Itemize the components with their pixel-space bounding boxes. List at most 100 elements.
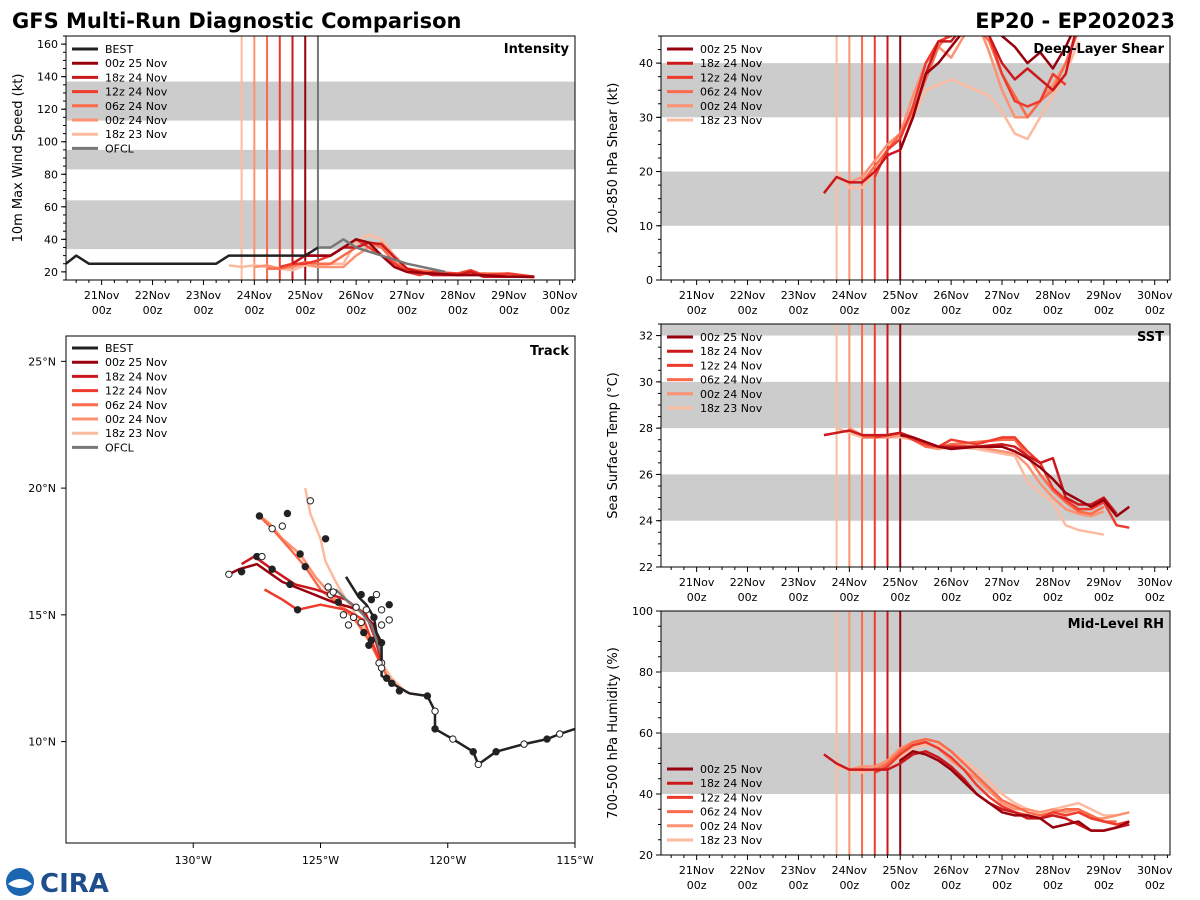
rh-legend-label: 00z 25 Nov [700, 763, 763, 776]
track-position-marker [556, 730, 564, 738]
track-position-marker [237, 568, 246, 576]
intensity-xtick-label-day: 21Nov [84, 289, 120, 302]
intensity-legend-label: 18z 23 Nov [105, 128, 168, 141]
track-legend-label: 00z 25 Nov [105, 356, 168, 369]
track-position-marker [423, 692, 432, 700]
sst-ytick-label: 32 [639, 330, 653, 343]
shear-xtick-label-day: 22Nov [730, 289, 766, 302]
shear-xtick-label-hour: 00z [992, 304, 1012, 317]
intensity-xtick-label-hour: 00z [550, 304, 570, 317]
shear-ytick-label: 20 [639, 166, 653, 179]
rh-xtick-label-hour: 00z [839, 879, 859, 892]
shear-xtick-label-hour: 00z [890, 304, 910, 317]
rh-legend-label: 18z 24 Nov [700, 777, 763, 790]
track-position-marker [352, 603, 360, 611]
track-position-marker [431, 707, 439, 715]
intensity-panel: 20 40 60 80 100 120 140 160 21Nov 00z 22Nov 00z 23No… [11, 35, 578, 317]
track-position-marker [286, 580, 294, 589]
shear-xtick-label-hour: 00z [687, 304, 707, 317]
sst-legend-label: 06z 24 Nov [700, 374, 763, 387]
track-ytick-label: 15°N [28, 609, 56, 622]
track-ytick-label: 20°N [28, 482, 56, 495]
track-position-marker [329, 588, 337, 596]
intensity-ytick-label: 40 [44, 233, 58, 246]
rh-panel: 20 40 60 80 100 21Nov 00z 22Nov 00z 23Nov 00z 24Nov… [606, 605, 1173, 892]
intensity-xtick-label-day: 26Nov [338, 289, 374, 302]
rh-legend-label: 18z 23 Nov [700, 834, 763, 847]
rh-xtick-label-day: 29Nov [1086, 864, 1122, 877]
shear-xtick-label-hour: 00z [1145, 304, 1165, 317]
shear-xtick-label-hour: 00z [941, 304, 961, 317]
cira-logo: CIRA [6, 868, 109, 898]
track-position-marker [357, 618, 365, 627]
sst-xtick-label-hour: 00z [789, 591, 809, 604]
intensity-ytick-label: 160 [37, 38, 58, 51]
track-position-marker [377, 606, 386, 614]
rh-ylabel: 700-500 hPa Humidity (%) [606, 647, 621, 819]
sst-xtick-label-hour: 00z [1145, 591, 1165, 604]
intensity-xtick-label-day: 28Nov [440, 289, 476, 302]
shear-xtick-label-day: 23Nov [781, 289, 817, 302]
intensity-legend-label: 18z 24 Nov [105, 71, 168, 84]
track-position-marker [367, 595, 376, 604]
sst-xtick-label-hour: 00z [1043, 591, 1063, 604]
sst-frame [660, 323, 1171, 568]
intensity-xtick-label-hour: 00z [448, 304, 468, 317]
shear-xtick-label-day: 27Nov [984, 289, 1020, 302]
sst-panel: 22 24 26 28 30 32 21Nov 00z 22Nov 00z 23Nov 00z 24No… [606, 323, 1173, 604]
rh-xtick-label-hour: 00z [738, 879, 758, 892]
rh-ytick-label: 40 [639, 788, 653, 801]
track-ytick-label: 10°N [28, 736, 56, 749]
intensity-ylabel: 10m Max Wind Speed (kt) [11, 74, 26, 243]
rh-xtick-label-hour: 00z [1145, 879, 1165, 892]
shear-ytick-label: 30 [639, 111, 653, 124]
shear-series-00z-25-Nov [899, 36, 1073, 151]
rh-ytick-label: 100 [632, 605, 653, 618]
sst-legend-label: 00z 24 Nov [700, 388, 763, 401]
rh-ytick-label: 20 [639, 849, 653, 862]
track-position-marker [520, 740, 528, 748]
intensity-ytick-label: 20 [44, 266, 58, 279]
track-panel-title: Track [530, 344, 569, 359]
intensity-panel-title: Intensity [504, 42, 570, 57]
rh-xtick-label-day: 23Nov [781, 864, 817, 877]
sst-xtick-label-day: 24Nov [832, 576, 868, 589]
shear-xtick-label-day: 29Nov [1086, 289, 1122, 302]
shear-xtick-label-hour: 00z [1094, 304, 1114, 317]
track-position-marker [258, 552, 266, 561]
rh-series-12z-24-Nov [874, 740, 1130, 826]
shear-xtick-label-hour: 00z [738, 304, 758, 317]
rh-series-00z-25-Nov [899, 750, 1130, 832]
sst-xtick-label-hour: 00z [738, 591, 758, 604]
shear-legend-label: 00z 25 Nov [700, 43, 763, 56]
rh-legend-label: 12z 24 Nov [700, 791, 763, 804]
track-position-marker [301, 562, 309, 571]
track-series-00z-25-Nov [228, 562, 381, 644]
shear-ytick-label: 40 [639, 57, 653, 70]
intensity-band-2 [66, 81, 575, 121]
intensity-xtick-label-hour: 00z [244, 304, 264, 317]
track-position-marker [449, 735, 457, 743]
track-position-marker [362, 606, 371, 614]
sst-ytick-label: 24 [639, 515, 653, 528]
intensity-band-0 [66, 200, 575, 250]
track-legend-label: BEST [105, 342, 133, 355]
sst-band-1 [661, 381, 1170, 429]
track-position-marker [377, 621, 386, 629]
sst-xtick-label-hour: 00z [941, 591, 961, 604]
track-position-marker [306, 497, 315, 505]
rh-panel-title: Mid-Level RH [1068, 617, 1164, 632]
track-position-marker [357, 590, 365, 599]
shear-legend-label: 12z 24 Nov [700, 71, 763, 84]
intensity-legend-label: BEST [105, 43, 133, 56]
intensity-xtick-label-day: 27Nov [389, 289, 425, 302]
rh-band-1 [661, 611, 1170, 672]
intensity-ytick-label: 60 [44, 201, 58, 214]
track-position-marker [543, 735, 551, 743]
intensity-xtick-label-hour: 00z [499, 304, 519, 317]
track-position-marker [388, 679, 396, 687]
sst-xtick-label-hour: 00z [992, 591, 1012, 604]
sst-panel-title: SST [1137, 330, 1164, 345]
track-position-marker [431, 725, 439, 733]
rh-xtick-label-day: 30Nov [1137, 864, 1173, 877]
